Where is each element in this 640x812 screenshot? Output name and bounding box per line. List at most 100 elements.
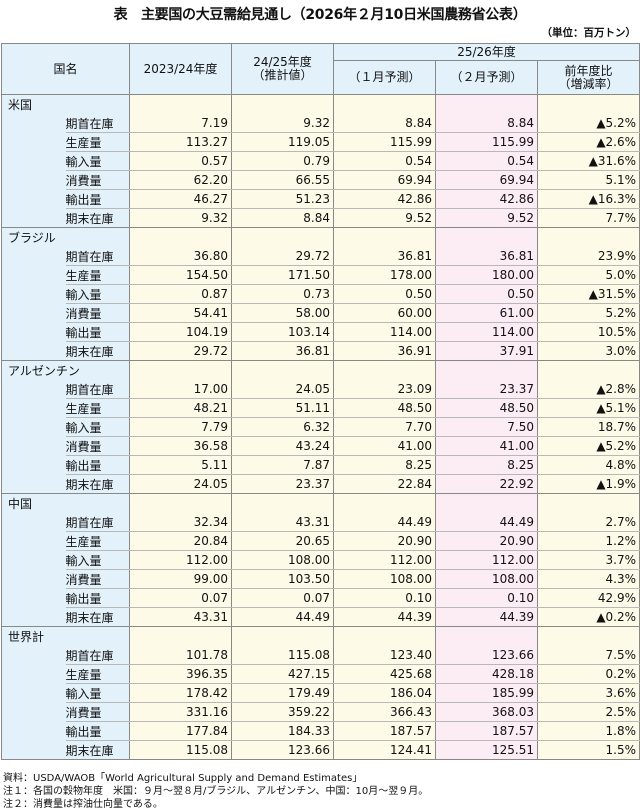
value-cell: 103.14: [231, 322, 335, 342]
table-row: 輸入量 112.00 108.00 112.00 112.00 3.7%: [1, 550, 640, 570]
value-cell: 115.08: [231, 646, 335, 665]
value-cell: 44.49: [435, 513, 539, 532]
item-label: 期首在庫: [65, 646, 130, 665]
item-label: 輸入量: [65, 284, 130, 304]
table-row: 消費量 99.00 103.50 108.00 108.00 4.3%: [1, 569, 640, 589]
value-cell: 20.84: [129, 531, 233, 551]
value-cell: 114.00: [435, 322, 539, 342]
value-cell: 123.66: [435, 646, 539, 665]
value-cell: 5.1%: [537, 170, 640, 190]
item-label: 輸入量: [65, 550, 130, 570]
unit-label: （単位：百万トン）: [541, 27, 637, 39]
table-row: 輸入量 178.42 179.49 186.04 185.99 3.6%: [1, 683, 640, 703]
item-label: 輸入量: [65, 683, 130, 703]
value-cell: 108.00: [231, 550, 335, 570]
table-row: 期首在庫 101.78 115.08 123.40 123.66 7.5%: [1, 646, 640, 665]
value-cell: 104.19: [129, 322, 233, 342]
value-cell: 427.15: [231, 664, 335, 684]
value-cell: 0.10: [435, 588, 539, 608]
value-cell: 20.90: [333, 531, 437, 551]
value-cell: 36.81: [333, 247, 437, 266]
value-cell: 331.16: [129, 702, 233, 722]
value-cell: 123.66: [231, 740, 335, 760]
table-row: 輸入量 0.57 0.79 0.54 0.54 ▲31.6%: [1, 151, 640, 171]
value-cell: ▲0.2%: [537, 607, 640, 627]
value-cell: 36.81: [435, 247, 539, 266]
value-cell: 187.57: [333, 721, 437, 741]
value-cell: 0.10: [333, 588, 437, 608]
value-cell: 179.49: [231, 683, 335, 703]
item-label: 生産量: [65, 664, 130, 684]
value-cell: 101.78: [129, 646, 233, 665]
value-cell: 36.80: [129, 247, 233, 266]
table-row: 期末在庫 9.32 8.84 9.52 9.52 7.7%: [1, 208, 640, 228]
value-cell: 48.21: [129, 398, 233, 418]
value-cell: 124.41: [333, 740, 437, 760]
item-label: 輸出量: [65, 455, 130, 475]
value-cell: 66.55: [231, 170, 335, 190]
value-cell: ▲31.6%: [537, 151, 640, 171]
item-label: 期首在庫: [65, 114, 130, 133]
value-cell: 112.00: [129, 550, 233, 570]
value-cell: ▲16.3%: [537, 189, 640, 209]
value-cell: 8.25: [333, 455, 437, 475]
value-cell: 60.00: [333, 303, 437, 323]
value-cell: 0.73: [231, 284, 335, 304]
value-cell: 425.68: [333, 664, 437, 684]
table-row: 期末在庫 115.08 123.66 124.41 125.51 1.5%: [1, 740, 640, 760]
value-cell: ▲5.2%: [537, 436, 640, 456]
value-cell: 18.7%: [537, 417, 640, 437]
value-cell: 32.34: [129, 513, 233, 532]
item-label: 消費量: [65, 569, 130, 589]
value-cell: 178.00: [333, 265, 437, 285]
value-cell: 36.81: [231, 341, 335, 361]
country-name: 米国: [0, 94, 130, 114]
value-cell: 20.65: [231, 531, 335, 551]
value-cell: 23.9%: [537, 247, 640, 266]
item-label: 期末在庫: [65, 341, 130, 361]
value-cell: ▲1.9%: [537, 474, 640, 494]
item-label: 輸出量: [65, 189, 130, 209]
value-cell: 24.05: [129, 474, 233, 494]
header-2025-26-group: 25/26年度: [333, 43, 640, 61]
value-cell: 42.9%: [537, 588, 640, 608]
value-cell: 7.79: [129, 417, 233, 437]
value-cell: 359.22: [231, 702, 335, 722]
value-cell: ▲2.6%: [537, 132, 640, 152]
value-cell: 0.50: [435, 284, 539, 304]
value-cell: 178.42: [129, 683, 233, 703]
value-cell: 23.37: [231, 474, 335, 494]
value-cell: 54.41: [129, 303, 233, 323]
value-cell: 36.91: [333, 341, 437, 361]
table-row: 生産量 20.84 20.65 20.90 20.90 1.2%: [1, 531, 640, 551]
value-cell: 7.70: [333, 417, 437, 437]
soybean-supply-demand-table: 国名 2023/24年度 24/25年度 （推計値） 25/26年度 （１月予測）…: [0, 43, 640, 760]
value-cell: 187.57: [435, 721, 539, 741]
value-cell: 69.94: [435, 170, 539, 190]
value-cell: 23.09: [333, 380, 437, 399]
table-row: 期末在庫 43.31 44.49 44.39 44.39 ▲0.2%: [1, 607, 640, 627]
item-label: 期末在庫: [65, 607, 130, 627]
value-cell: 44.49: [333, 513, 437, 532]
value-cell: 0.07: [129, 588, 233, 608]
value-cell: 29.72: [129, 341, 233, 361]
item-label: 消費量: [65, 303, 130, 323]
value-cell: 8.84: [435, 114, 539, 133]
table-row: 消費量 331.16 359.22 366.43 368.03 2.5%: [1, 702, 640, 722]
value-cell: 36.58: [129, 436, 233, 456]
value-cell: 396.35: [129, 664, 233, 684]
value-cell: 44.39: [333, 607, 437, 627]
item-label: 期末在庫: [65, 740, 130, 760]
country-row: ブラジル: [0, 227, 640, 247]
value-cell: 4.8%: [537, 455, 640, 475]
header-country: 国名: [0, 43, 131, 95]
item-label: 期首在庫: [65, 247, 130, 266]
value-cell: 8.84: [231, 208, 335, 228]
value-cell: 0.87: [129, 284, 233, 304]
value-cell: 123.40: [333, 646, 437, 665]
value-cell: 184.33: [231, 721, 335, 741]
value-cell: 115.99: [333, 132, 437, 152]
value-cell: 5.0%: [537, 265, 640, 285]
value-cell: 46.27: [129, 189, 233, 209]
country-name: 世界計: [0, 626, 130, 646]
